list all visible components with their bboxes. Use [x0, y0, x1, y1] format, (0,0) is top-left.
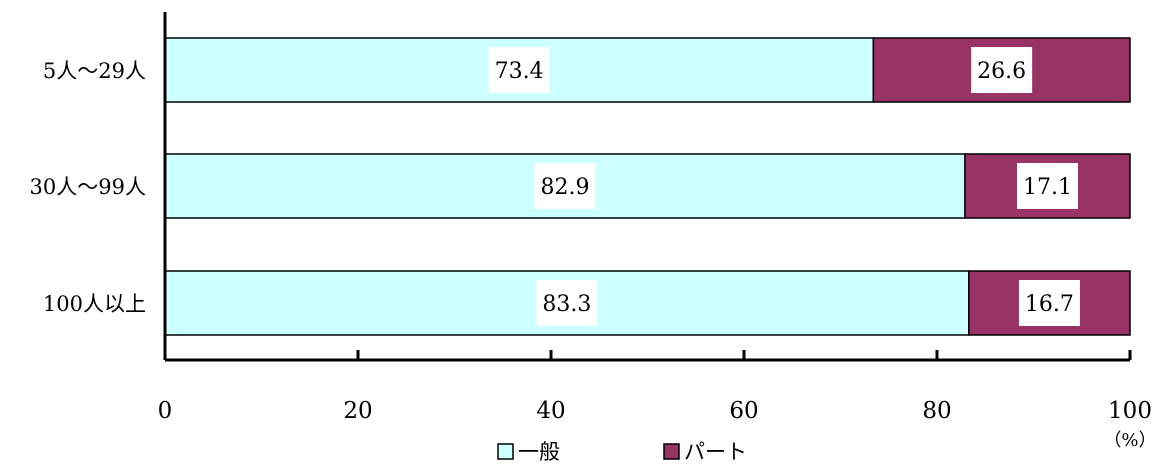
labels-layer: 73.4 26.6 5人～29人 82.9 17.1 30人～99人 83.3 16.7 100… [30, 47, 1080, 326]
category-label: 30人～99人 [30, 175, 146, 199]
legend-item: パート [663, 440, 747, 464]
legend-swatch [497, 443, 514, 460]
data-label-text: 73.4 [495, 59, 544, 84]
data-label-box [971, 47, 1033, 93]
legend-item: 一般 [497, 440, 560, 464]
data-label-text: 17.1 [1023, 175, 1072, 200]
legend-label: パート [684, 440, 747, 464]
data-label-box [536, 280, 598, 326]
unit-label: （%） [1103, 430, 1156, 451]
x-tick-label: 0 [158, 398, 173, 424]
x-tick-label: 20 [343, 398, 372, 424]
data-label-box [488, 47, 550, 93]
data-label-text: 16.7 [1025, 292, 1074, 317]
data-label-box [1018, 280, 1080, 326]
legend-swatch [663, 443, 680, 460]
legend-label: 一般 [518, 440, 560, 464]
legend: 一般 パート [497, 440, 747, 464]
x-tick-label: 40 [536, 398, 565, 424]
data-label: 16.7 [1018, 280, 1080, 326]
data-label: 17.1 [1017, 163, 1078, 209]
data-label-text: 26.6 [977, 59, 1026, 84]
data-label: 26.6 [971, 47, 1033, 93]
x-tick-label: 100 [1108, 398, 1152, 424]
data-label: 83.3 [536, 280, 598, 326]
axis-layer: 0 20 40 60 80 100 （%） [158, 12, 1157, 451]
data-label: 82.9 [534, 163, 596, 209]
data-label-box [534, 163, 596, 209]
data-label-text: 83.3 [542, 292, 591, 317]
x-tick-label: 60 [729, 398, 758, 424]
category-label: 100人以上 [43, 292, 146, 316]
category-label: 5人～29人 [43, 59, 146, 83]
data-label-text: 82.9 [541, 175, 590, 200]
data-label-box [1017, 163, 1078, 209]
data-label: 73.4 [488, 47, 550, 93]
x-tick-label: 80 [922, 398, 951, 424]
